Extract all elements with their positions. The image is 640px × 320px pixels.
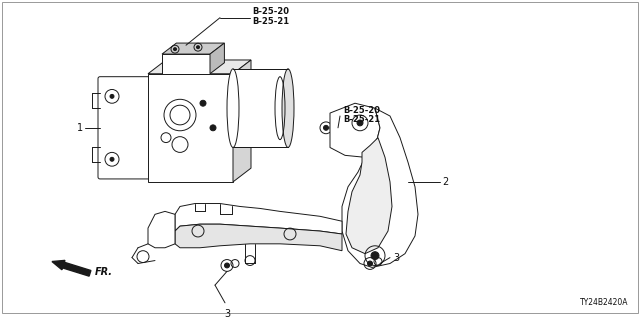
Bar — [233, 69, 288, 148]
Polygon shape — [233, 60, 251, 182]
Text: TY24B2420A: TY24B2420A — [579, 298, 628, 307]
Circle shape — [225, 263, 230, 268]
Polygon shape — [148, 212, 175, 248]
Ellipse shape — [227, 69, 239, 148]
Polygon shape — [162, 43, 225, 54]
Circle shape — [357, 120, 363, 126]
Text: FR.: FR. — [95, 267, 113, 277]
Bar — [148, 74, 233, 182]
Polygon shape — [342, 108, 418, 268]
Circle shape — [110, 94, 114, 98]
Ellipse shape — [282, 69, 294, 148]
Polygon shape — [175, 204, 342, 234]
Polygon shape — [148, 60, 251, 74]
Polygon shape — [210, 43, 225, 74]
Text: B-25-21: B-25-21 — [252, 17, 289, 26]
Text: B-25-21: B-25-21 — [343, 116, 380, 124]
Text: B-25-20: B-25-20 — [343, 106, 380, 115]
Polygon shape — [330, 103, 380, 157]
Text: 3: 3 — [224, 309, 230, 319]
Polygon shape — [175, 224, 342, 251]
FancyArrow shape — [52, 260, 91, 276]
Circle shape — [210, 125, 216, 131]
Circle shape — [367, 261, 372, 266]
Text: 3: 3 — [393, 252, 399, 263]
Circle shape — [371, 252, 379, 260]
Circle shape — [323, 125, 328, 130]
Text: 2: 2 — [442, 177, 448, 187]
Circle shape — [173, 48, 177, 51]
Text: B-25-20: B-25-20 — [252, 7, 289, 16]
Polygon shape — [346, 138, 392, 254]
Bar — [162, 54, 210, 74]
FancyBboxPatch shape — [98, 77, 154, 179]
Circle shape — [110, 157, 114, 161]
Text: 1: 1 — [77, 123, 83, 133]
Circle shape — [196, 46, 200, 49]
Circle shape — [200, 100, 206, 106]
